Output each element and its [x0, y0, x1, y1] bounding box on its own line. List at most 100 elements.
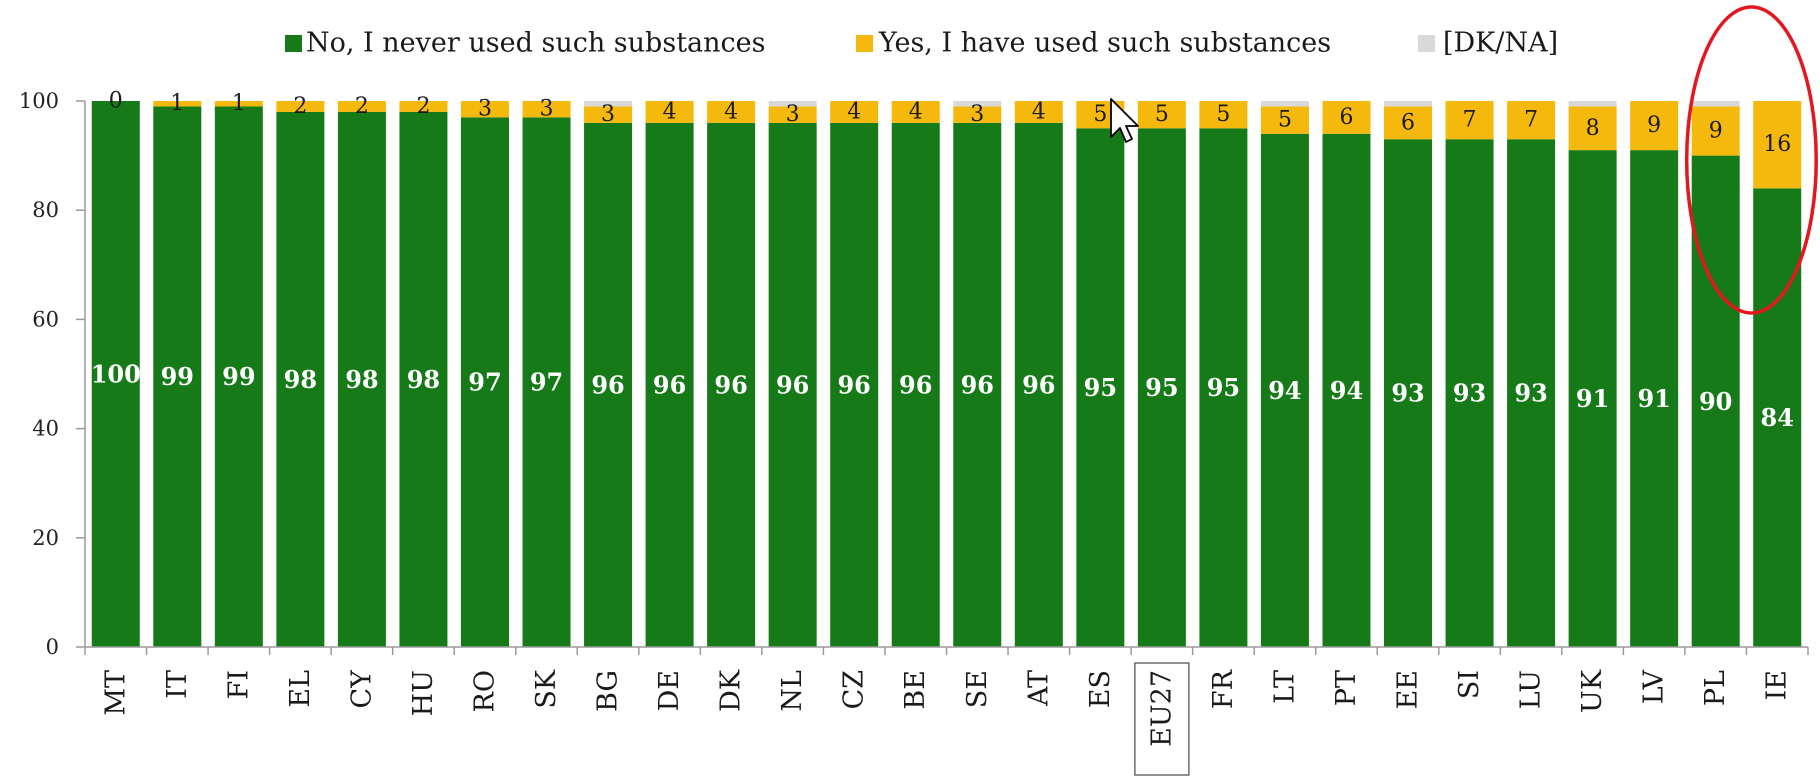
value-label-no-hu: 98	[407, 365, 440, 394]
legend-swatch-no	[285, 35, 302, 52]
bar-segment-yes-pl	[1691, 106, 1740, 156]
bar-segment-yes-pt	[1322, 101, 1371, 134]
bar-segment-yes-cy	[337, 101, 386, 112]
x-axis: MT IT FI EL CY HU RO SK BG DE DK NL CZ BE SE AT ES EU27 FR…	[84, 646, 1809, 776]
value-label-no-ro: 97	[468, 368, 501, 397]
legend-swatch-yes	[856, 35, 873, 52]
value-label-no-nl: 96	[776, 370, 809, 399]
bar-segment-yes-se	[953, 106, 1002, 123]
value-label-yes-bg: 3	[601, 102, 615, 127]
bar-segment-yes-at	[1014, 101, 1063, 123]
legend-label-dkna: [DK/NA]	[1443, 28, 1558, 59]
x-tick-label-at: AT	[1023, 670, 1054, 707]
bar-segment-dkna-ee	[1384, 101, 1433, 107]
x-tick-label-cz: CZ	[839, 670, 870, 709]
x-tick-label-lu: LU	[1516, 670, 1547, 709]
value-label-no-cz: 96	[837, 370, 870, 399]
value-label-no-si: 93	[1453, 379, 1486, 408]
bar-segment-no-eu27	[1137, 128, 1186, 648]
bar-segment-no-pl	[1691, 155, 1740, 647]
x-tick-label-pl: PL	[1700, 670, 1731, 706]
bar-segment-yes-fi	[214, 101, 263, 107]
bar-segment-no-ee	[1384, 139, 1433, 647]
y-tick-label-0: 0	[46, 635, 59, 659]
value-label-yes-el: 2	[293, 94, 307, 119]
bar-segment-no-se	[953, 122, 1002, 648]
value-label-yes-ie: 16	[1763, 132, 1791, 157]
value-label-no-el: 98	[284, 365, 317, 394]
bar-segment-no-bg	[584, 122, 633, 648]
highlight-ellipse	[1684, 5, 1818, 315]
bar-segment-yes-sk	[522, 101, 571, 118]
value-label-yes-lv: 9	[1647, 113, 1661, 138]
x-tick-label-lt: LT	[1269, 670, 1300, 704]
bar-segment-yes-dk	[707, 101, 756, 123]
bar-segment-yes-lt	[1260, 106, 1309, 134]
arrow-pointer-icon	[1110, 98, 1139, 143]
bar-segment-yes-ee	[1384, 106, 1433, 140]
bar-segment-no-hu	[399, 111, 448, 648]
bar-segment-yes-el	[276, 101, 325, 112]
value-label-yes-cy: 2	[355, 94, 369, 119]
value-label-no-pt: 94	[1330, 376, 1363, 405]
value-labels: 1000991991982982982973973963964964963964…	[91, 89, 1794, 433]
value-label-no-uk: 91	[1576, 384, 1609, 413]
x-tick-label-nl: NL	[777, 670, 808, 712]
x-tick-label-dk: DK	[716, 669, 747, 712]
legend-swatch-dkna	[1418, 35, 1435, 52]
bar-segment-yes-it	[153, 101, 202, 107]
x-tick-label-ie: IE	[1762, 670, 1793, 700]
value-label-no-ee: 93	[1391, 379, 1424, 408]
x-tick-label-mt: MT	[100, 670, 131, 716]
bar-segment-no-pt	[1322, 133, 1371, 647]
y-tick-label-60: 60	[32, 307, 59, 331]
x-tick-label-el: EL	[285, 670, 316, 708]
value-label-yes-es: 5	[1093, 102, 1107, 127]
value-label-no-lv: 91	[1637, 384, 1670, 413]
x-tick-label-se: SE	[962, 670, 993, 708]
bar-segment-yes-si	[1445, 101, 1494, 140]
value-label-yes-lt: 5	[1278, 108, 1292, 133]
bar-segment-no-mt	[91, 101, 140, 647]
bar-segment-no-uk	[1568, 150, 1617, 647]
bar-segment-no-ie	[1753, 188, 1802, 648]
value-label-yes-se: 3	[970, 102, 984, 127]
value-label-yes-lu: 7	[1524, 108, 1538, 133]
bar-segment-no-sk	[522, 117, 571, 647]
value-label-no-pl: 90	[1699, 387, 1732, 416]
y-axis: 0 20 40 60 80 100	[19, 89, 86, 659]
value-label-no-fi: 99	[222, 362, 255, 391]
bar-segment-no-fi	[214, 106, 263, 647]
bar-segment-yes-ie	[1753, 101, 1802, 189]
bar-segment-dkna-se	[953, 101, 1002, 107]
x-tick-label-si: SI	[1454, 670, 1485, 699]
value-label-yes-pt: 6	[1339, 105, 1353, 130]
x-tick-label-it: IT	[162, 670, 193, 699]
value-label-no-at: 96	[1022, 370, 1055, 399]
x-tick-label-ee: EE	[1393, 670, 1424, 709]
bar-segment-no-be	[891, 122, 940, 648]
bar-segment-no-lv	[1630, 150, 1679, 647]
x-tick-label-be: BE	[900, 670, 931, 710]
value-label-yes-hu: 2	[416, 94, 430, 119]
legend-item-dkna: [DK/NA]	[1418, 28, 1558, 59]
value-label-yes-uk: 8	[1586, 116, 1600, 141]
legend-label-yes: Yes, I have used such substances	[878, 28, 1331, 59]
bar-segment-yes-uk	[1568, 106, 1617, 151]
x-tick-label-ro: RO	[469, 670, 500, 712]
value-label-yes-mt: 0	[109, 89, 123, 114]
value-label-no-dk: 96	[714, 370, 747, 399]
x-tick-label-fr: FR	[1208, 669, 1239, 709]
value-label-no-ie: 84	[1761, 403, 1794, 432]
value-label-yes-ee: 6	[1401, 110, 1415, 135]
value-label-no-lt: 94	[1268, 376, 1301, 405]
mouse-cursor	[1110, 98, 1139, 143]
value-label-yes-de: 4	[663, 99, 677, 124]
bar-segment-no-fr	[1199, 128, 1248, 648]
bar-segment-yes-de	[645, 101, 694, 123]
value-label-yes-nl: 3	[786, 102, 800, 127]
bar-segment-no-nl	[768, 122, 817, 648]
x-tick-label-sk: SK	[531, 669, 562, 708]
bar-segment-no-lu	[1507, 139, 1556, 647]
x-tick-label-de: DE	[654, 670, 685, 711]
